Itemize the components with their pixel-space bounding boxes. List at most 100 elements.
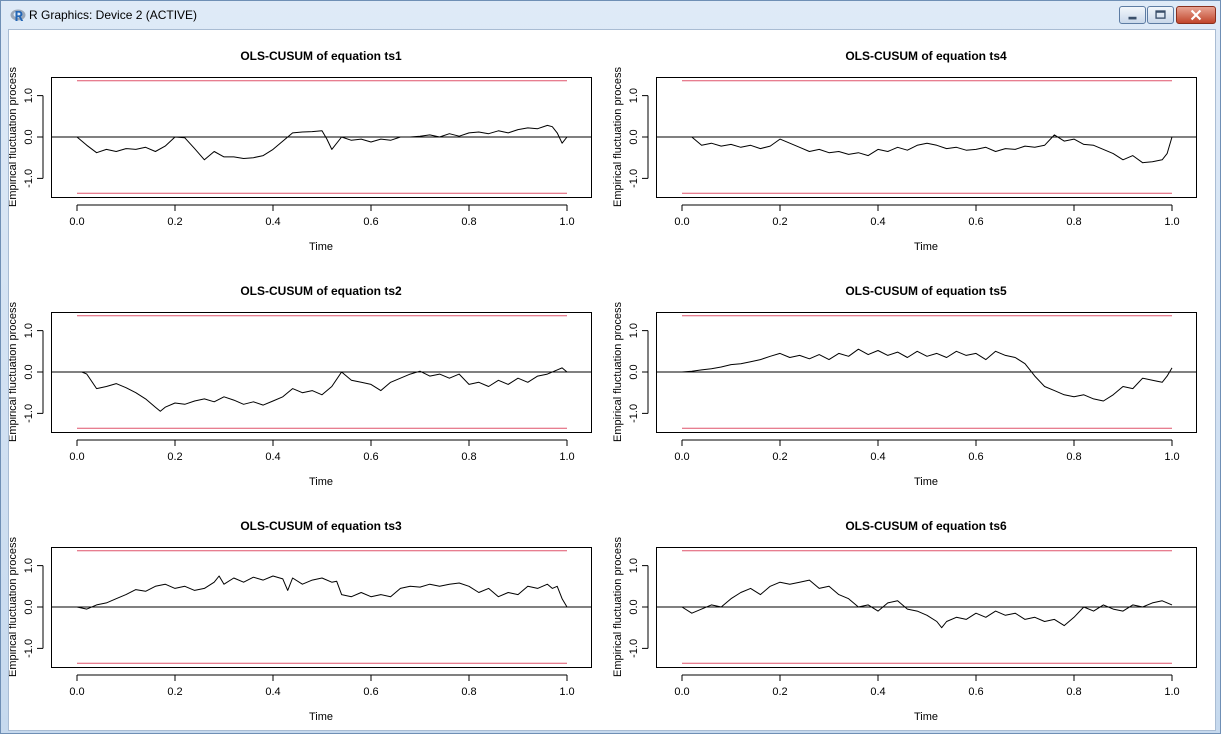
title-bar[interactable]: R Graphics: Device 2 (ACTIVE) [1, 1, 1220, 28]
chart-title: OLS-CUSUM of equation ts2 [240, 284, 402, 298]
x-tick-label: 0.4 [265, 216, 280, 228]
cusum-panel-1: OLS-CUSUM of equation ts1 0.0 0.2 0.4 0.6 0.8… [9, 49, 592, 253]
x-tick-label: 0.8 [461, 451, 476, 463]
graphics-device-canvas: OLS-CUSUM of equation ts1 0.0 0.2 0.4 0.6 0.8… [8, 29, 1216, 731]
x-axis-label: Time [914, 476, 938, 488]
cusum-panel-3: OLS-CUSUM of equation ts2 0.0 0.2 0.4 0.6 0.8… [9, 284, 592, 488]
y-axis-label: Empirical fluctuation process [9, 302, 19, 443]
x-tick-label: 0.0 [674, 451, 689, 463]
cusum-panel-6: OLS-CUSUM of equation ts6 0.0 0.2 0.4 0.6 0.8… [612, 519, 1197, 723]
plot-frame [656, 312, 1197, 433]
y-tick-label: 1.0 [628, 558, 640, 573]
y-tick-label: -1.0 [23, 404, 35, 423]
y-tick-label: -1.0 [628, 169, 640, 188]
cusum-panel-2: OLS-CUSUM of equation ts4 0.0 0.2 0.4 0.6 0.8… [612, 49, 1197, 253]
fluctuation-process-line [681, 348, 1173, 402]
x-tick-label: 0.0 [69, 216, 84, 228]
x-tick-label: 0.2 [772, 451, 787, 463]
y-axis-label: Empirical fluctuation process [612, 67, 624, 208]
x-tick-label: 0.8 [1066, 451, 1081, 463]
x-tick-label: 0.0 [69, 451, 84, 463]
x-tick-label: 0.4 [870, 686, 885, 698]
x-tick-label: 0.8 [1066, 686, 1081, 698]
x-tick-label: 0.0 [674, 686, 689, 698]
x-tick-label: 0.8 [461, 686, 476, 698]
y-tick-label: -1.0 [23, 169, 35, 188]
minimize-icon [1128, 16, 1137, 20]
x-tick-label: 0.6 [968, 216, 983, 228]
x-tick-label: 0.2 [167, 686, 182, 698]
y-tick-label: 1.0 [23, 88, 35, 103]
x-tick-label: 1.0 [559, 216, 574, 228]
y-axis-label: Empirical fluctuation process [9, 67, 19, 208]
fluctuation-process-line [76, 575, 568, 610]
y-tick-label: 1.0 [23, 558, 35, 573]
cusum-panel-4: OLS-CUSUM of equation ts5 0.0 0.2 0.4 0.6 0.8… [612, 284, 1197, 488]
plot-frame [656, 77, 1197, 198]
x-tick-label: 1.0 [559, 451, 574, 463]
x-tick-label: 1.0 [559, 686, 574, 698]
window-title: R Graphics: Device 2 (ACTIVE) [29, 8, 198, 22]
y-axis-label: Empirical fluctuation process [9, 537, 19, 678]
x-tick-label: 0.8 [1066, 216, 1081, 228]
fluctuation-process-line [681, 579, 1173, 629]
chart-title: OLS-CUSUM of equation ts5 [845, 284, 1007, 298]
x-tick-label: 0.2 [772, 216, 787, 228]
x-tick-label: 0.4 [870, 216, 885, 228]
y-tick-label: 1.0 [628, 88, 640, 103]
y-tick-label: 0.0 [23, 129, 35, 144]
y-tick-label: 1.0 [23, 323, 35, 338]
x-axis-label: Time [309, 711, 333, 723]
x-tick-label: 1.0 [1164, 216, 1179, 228]
fluctuation-process-line [76, 124, 568, 161]
y-tick-label: 0.0 [23, 364, 35, 379]
y-axis-label: Empirical fluctuation process [612, 537, 624, 678]
x-tick-label: 0.4 [265, 451, 280, 463]
x-axis-label: Time [309, 241, 333, 253]
fluctuation-process-line [682, 134, 1173, 164]
x-tick-label: 0.2 [167, 451, 182, 463]
fluctuation-process-line [77, 367, 568, 412]
y-tick-label: 0.0 [628, 129, 640, 144]
x-axis-label: Time [914, 711, 938, 723]
y-tick-label: -1.0 [628, 639, 640, 658]
x-tick-label: 0.4 [265, 686, 280, 698]
chart-title: OLS-CUSUM of equation ts6 [845, 519, 1007, 533]
plot-frame [656, 547, 1197, 668]
y-tick-label: 0.0 [628, 364, 640, 379]
x-tick-label: 1.0 [1164, 686, 1179, 698]
chart-title: OLS-CUSUM of equation ts1 [240, 49, 402, 63]
maximize-icon [1155, 10, 1166, 19]
close-button[interactable] [1176, 6, 1216, 24]
x-tick-label: 0.2 [167, 216, 182, 228]
chart-title: OLS-CUSUM of equation ts3 [240, 519, 402, 533]
x-tick-label: 0.6 [363, 451, 378, 463]
x-tick-label: 0.6 [968, 686, 983, 698]
y-axis-label: Empirical fluctuation process [612, 302, 624, 443]
plot-frame [51, 547, 592, 668]
x-axis-label: Time [914, 241, 938, 253]
cusum-plot-grid: OLS-CUSUM of equation ts1 0.0 0.2 0.4 0.6 0.8… [9, 49, 1197, 723]
maximize-button[interactable] [1147, 6, 1174, 24]
x-tick-label: 0.4 [870, 451, 885, 463]
y-tick-label: 0.0 [23, 599, 35, 614]
close-icon [1190, 9, 1202, 21]
x-axis-label: Time [309, 476, 333, 488]
x-tick-label: 0.0 [674, 216, 689, 228]
y-tick-label: 0.0 [628, 599, 640, 614]
minimize-button[interactable] [1119, 6, 1146, 24]
y-tick-label: -1.0 [23, 639, 35, 658]
plot-frame [51, 312, 592, 433]
x-tick-label: 0.6 [363, 216, 378, 228]
r-logo-icon [10, 9, 26, 21]
x-tick-label: 1.0 [1164, 451, 1179, 463]
x-tick-label: 0.8 [461, 216, 476, 228]
cusum-panel-5: OLS-CUSUM of equation ts3 0.0 0.2 0.4 0.6 0.8… [9, 519, 592, 723]
x-tick-label: 0.6 [363, 686, 378, 698]
x-tick-label: 0.6 [968, 451, 983, 463]
x-tick-label: 0.0 [69, 686, 84, 698]
plot-frame [51, 77, 592, 198]
chart-title: OLS-CUSUM of equation ts4 [845, 49, 1007, 63]
x-tick-label: 0.2 [772, 686, 787, 698]
